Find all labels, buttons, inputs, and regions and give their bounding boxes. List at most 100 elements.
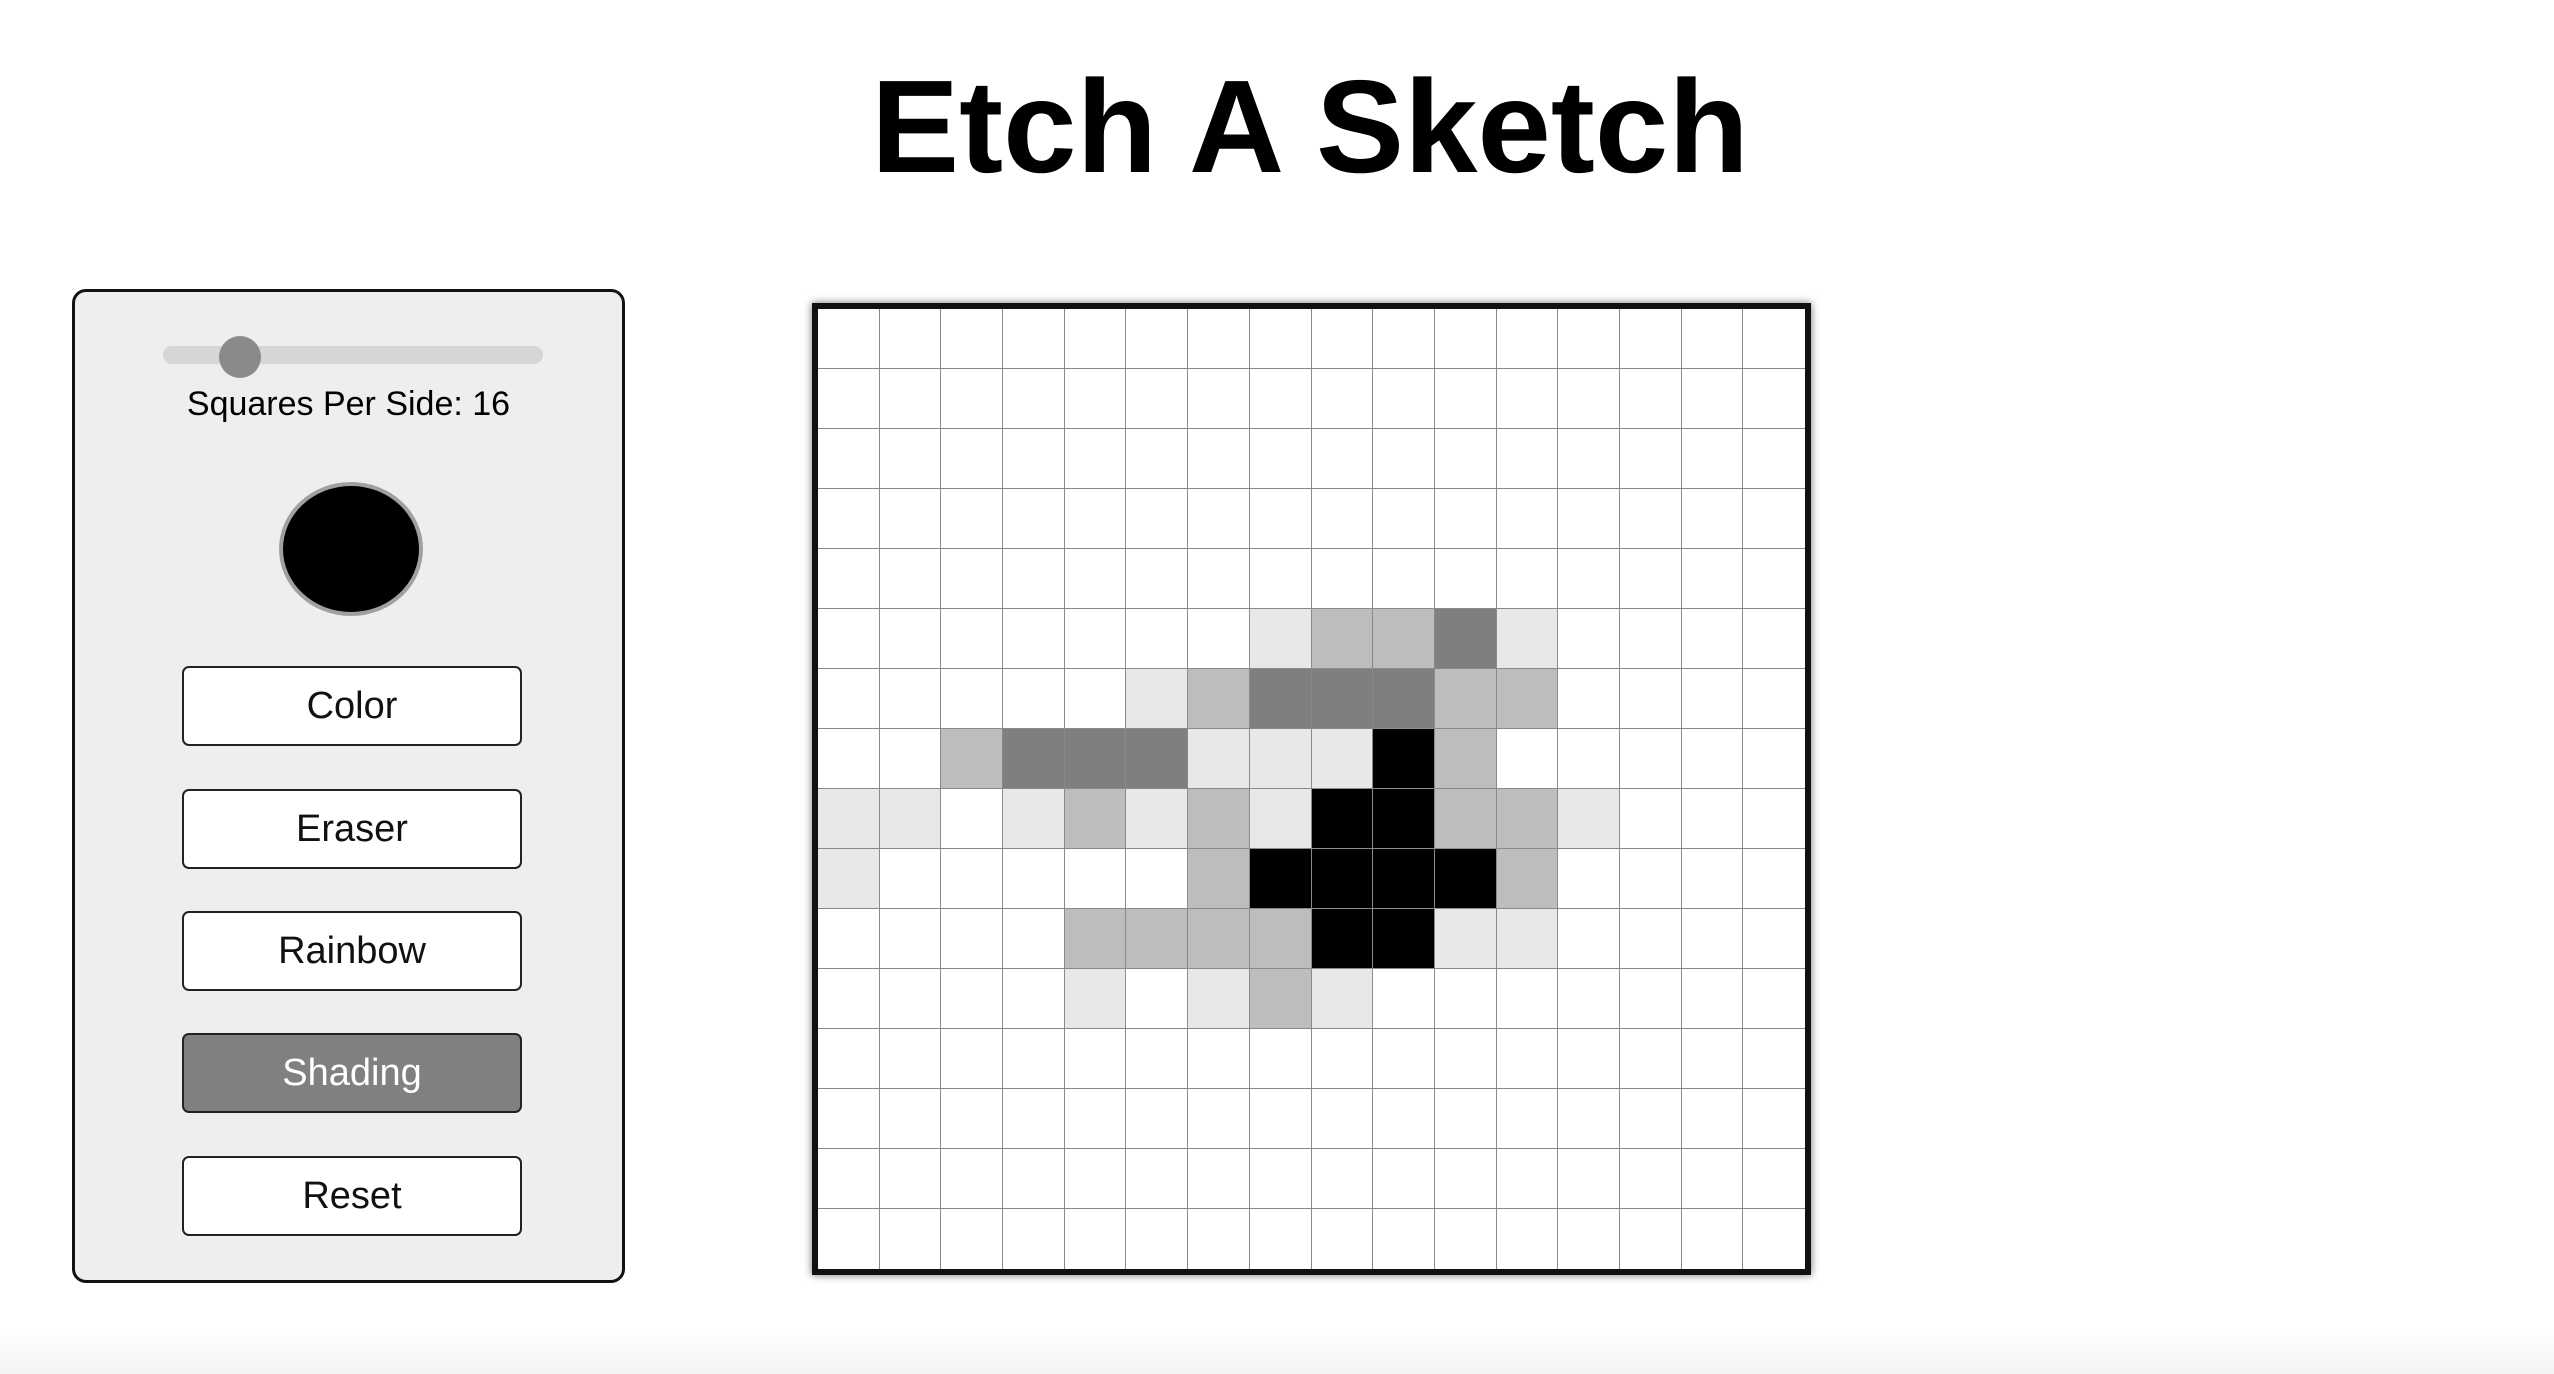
grid-cell[interactable] [941,669,1004,729]
grid-cell[interactable] [1681,489,1744,549]
grid-cell[interactable] [1064,1209,1127,1269]
grid-cell[interactable] [1743,369,1805,429]
grid-cell[interactable] [1496,309,1559,369]
grid-cell[interactable] [1743,1089,1805,1149]
grid-cell[interactable] [1373,969,1435,1029]
grid-cell[interactable] [1311,969,1374,1029]
grid-cell[interactable] [1619,669,1682,729]
grid-cell[interactable] [1003,729,1065,789]
grid-cell[interactable] [879,969,942,1029]
grid-cell[interactable] [1434,1089,1497,1149]
grid-cell[interactable] [1188,849,1250,909]
grid-cell[interactable] [1619,849,1682,909]
grid-cell[interactable] [1373,1149,1435,1209]
grid-cell[interactable] [1743,969,1805,1029]
grid-cell[interactable] [1311,1029,1374,1089]
grid-cell[interactable] [941,1149,1004,1209]
grid-cell[interactable] [879,1209,942,1269]
grid-cell[interactable] [1496,429,1559,489]
grid-cell[interactable] [1311,909,1374,969]
grid-cell[interactable] [1743,669,1805,729]
grid-cell[interactable] [1064,369,1127,429]
grid-cell[interactable] [1003,609,1065,669]
grid-cell[interactable] [879,1029,942,1089]
grid-cell[interactable] [1558,1029,1620,1089]
grid-cell[interactable] [1681,969,1744,1029]
grid-cell[interactable] [1126,1029,1189,1089]
grid-cell[interactable] [1126,789,1189,849]
grid-cell[interactable] [1064,669,1127,729]
grid-cell[interactable] [1434,909,1497,969]
grid-cell[interactable] [1558,1149,1620,1209]
grid-cell[interactable] [1188,1149,1250,1209]
grid-cell[interactable] [879,789,942,849]
grid-cell[interactable] [818,1209,880,1269]
grid-cell[interactable] [1003,1209,1065,1269]
grid-cell[interactable] [1126,729,1189,789]
grid-cell[interactable] [941,489,1004,549]
grid-cell[interactable] [1681,609,1744,669]
grid-cell[interactable] [1434,609,1497,669]
grid-cell[interactable] [941,429,1004,489]
grid-cell[interactable] [941,1029,1004,1089]
grid-cell[interactable] [1064,1029,1127,1089]
grid-cell[interactable] [1496,1089,1559,1149]
sketch-grid[interactable] [818,309,1805,1269]
grid-cell[interactable] [941,909,1004,969]
grid-cell[interactable] [1373,849,1435,909]
grid-cell[interactable] [818,1089,880,1149]
grid-cell[interactable] [1558,549,1620,609]
grid-cell[interactable] [1188,789,1250,849]
grid-cell[interactable] [1373,309,1435,369]
grid-cell[interactable] [1249,909,1312,969]
grid-cell[interactable] [1373,1209,1435,1269]
grid-cell[interactable] [1496,909,1559,969]
grid-cell[interactable] [1249,1209,1312,1269]
grid-cell[interactable] [1188,609,1250,669]
grid-cell[interactable] [1743,1209,1805,1269]
grid-cell[interactable] [941,369,1004,429]
grid-cell[interactable] [1558,429,1620,489]
grid-cell[interactable] [1743,909,1805,969]
grid-cell[interactable] [1249,1089,1312,1149]
grid-cell[interactable] [818,729,880,789]
grid-cell[interactable] [818,969,880,1029]
grid-cell[interactable] [1619,729,1682,789]
grid-cell[interactable] [1126,609,1189,669]
grid-cell[interactable] [1619,309,1682,369]
grid-cell[interactable] [879,609,942,669]
grid-cell[interactable] [1064,849,1127,909]
grid-cell[interactable] [1434,549,1497,609]
grid-cell[interactable] [879,909,942,969]
grid-cell[interactable] [1434,309,1497,369]
grid-cell[interactable] [1558,369,1620,429]
grid-cell[interactable] [1311,1209,1374,1269]
grid-cell[interactable] [1311,369,1374,429]
grid-cell[interactable] [1064,789,1127,849]
grid-cell[interactable] [1126,969,1189,1029]
grid-cell[interactable] [1249,1149,1312,1209]
grid-cell[interactable] [1188,1089,1250,1149]
grid-cell[interactable] [1681,669,1744,729]
grid-cell[interactable] [1311,429,1374,489]
grid-cell[interactable] [879,1089,942,1149]
grid-cell[interactable] [1681,789,1744,849]
grid-cell[interactable] [1064,489,1127,549]
grid-cell[interactable] [818,1029,880,1089]
grid-cell[interactable] [1188,489,1250,549]
grid-cell[interactable] [1681,729,1744,789]
grid-cell[interactable] [1188,1209,1250,1269]
grid-cell[interactable] [1188,669,1250,729]
grid-cell[interactable] [1003,309,1065,369]
grid-cell[interactable] [818,789,880,849]
grid-cell[interactable] [1126,909,1189,969]
grid-cell[interactable] [1434,729,1497,789]
grid-cell[interactable] [1003,909,1065,969]
grid-cell[interactable] [1249,489,1312,549]
grid-cell[interactable] [1373,789,1435,849]
grid-cell[interactable] [1064,909,1127,969]
grid-cell[interactable] [818,1149,880,1209]
grid-cell[interactable] [1681,1089,1744,1149]
grid-cell[interactable] [1496,549,1559,609]
grid-cell[interactable] [1311,849,1374,909]
